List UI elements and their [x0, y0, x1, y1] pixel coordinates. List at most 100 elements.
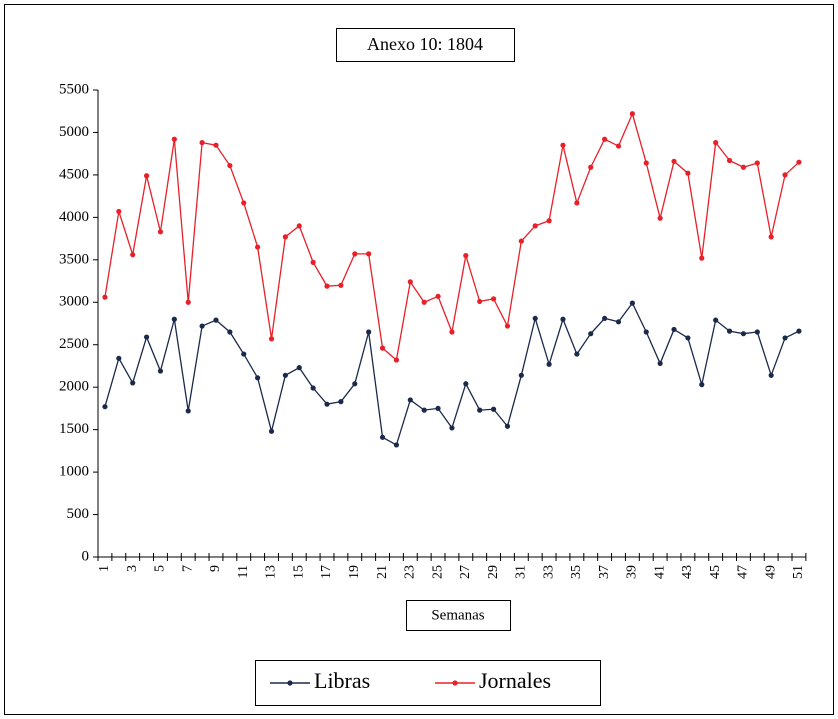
point [421, 299, 427, 305]
x-tick-label: 17 [319, 565, 334, 579]
point [241, 351, 247, 357]
point [102, 294, 108, 300]
chart-border [4, 4, 834, 715]
x-tick-label: 51 [791, 565, 806, 579]
x-tick-label: 19 [347, 565, 362, 579]
point [796, 328, 802, 334]
point [241, 200, 247, 206]
point [490, 406, 497, 412]
point [352, 381, 358, 387]
point [518, 372, 524, 378]
x-tick-label: 45 [708, 565, 723, 579]
point [185, 408, 191, 414]
y-tick-label: 5500 [59, 81, 89, 97]
point [171, 136, 177, 142]
point [379, 345, 386, 351]
point [782, 172, 788, 178]
point [435, 405, 441, 412]
x-tick-label: 43 [680, 565, 695, 579]
point [324, 283, 330, 289]
point [171, 316, 177, 322]
x-axis-label: Semanas [431, 607, 484, 623]
point [296, 365, 302, 371]
point [574, 351, 580, 357]
point [602, 315, 608, 322]
point [685, 335, 691, 341]
point [685, 170, 691, 176]
point [754, 160, 760, 166]
x-tick-label: 33 [541, 565, 556, 579]
point [477, 298, 483, 305]
point [754, 329, 760, 335]
y-tick-label: 0 [82, 548, 90, 564]
point [449, 425, 455, 431]
point [310, 259, 316, 265]
x-tick-label: 13 [264, 565, 279, 579]
point [532, 223, 538, 229]
point [296, 223, 302, 229]
point [379, 434, 386, 440]
y-tick-label: 2500 [59, 336, 89, 352]
point [227, 162, 233, 169]
x-tick-label: 5 [153, 565, 168, 572]
point [643, 160, 649, 166]
y-tick-label: 4000 [59, 209, 89, 225]
y-tick-label: 3500 [59, 251, 89, 267]
point [629, 300, 635, 306]
point [143, 334, 150, 340]
point [157, 368, 164, 374]
legend-label: Libras [314, 668, 370, 693]
x-tick-label: 49 [763, 565, 778, 579]
point [671, 158, 677, 164]
y-tick-label: 3000 [59, 294, 89, 310]
point [213, 142, 219, 148]
legend-marker [452, 680, 458, 686]
x-tick-label: 35 [569, 565, 584, 579]
point [185, 299, 191, 305]
point [560, 142, 566, 148]
point [602, 136, 608, 142]
point [407, 397, 413, 403]
x-tick-label: 7 [180, 565, 195, 572]
xlabel-box [406, 600, 511, 631]
point [657, 215, 663, 221]
point [588, 331, 594, 337]
point [199, 140, 205, 146]
x-tick-label: 47 [736, 565, 751, 579]
y-tick-label: 4500 [59, 166, 89, 182]
point [740, 164, 747, 170]
point [713, 140, 719, 146]
point [726, 328, 733, 334]
point [213, 317, 219, 323]
point [407, 279, 413, 285]
x-tick-label: 23 [403, 565, 418, 579]
point [588, 164, 594, 170]
x-tick-label: 37 [597, 565, 612, 579]
point [282, 372, 288, 378]
x-tick-label: 11 [236, 565, 251, 578]
x-tick-label: 41 [652, 565, 667, 579]
point [671, 326, 677, 333]
point [463, 381, 469, 387]
point [699, 255, 705, 261]
point [282, 234, 288, 240]
point [768, 372, 774, 378]
y-tick-label: 2000 [59, 379, 89, 395]
x-tick-label: 31 [514, 565, 529, 579]
x-tick-label: 39 [625, 565, 640, 579]
point [157, 229, 164, 235]
point [268, 336, 275, 342]
point [199, 323, 205, 329]
point [532, 315, 538, 322]
point [615, 319, 622, 325]
title-box [336, 28, 515, 62]
y-tick-label: 500 [67, 506, 90, 522]
point [227, 329, 233, 335]
x-tick-label: 1 [97, 565, 112, 572]
point [435, 293, 441, 299]
point [546, 361, 552, 367]
point [366, 251, 372, 257]
point [504, 423, 511, 429]
point [643, 329, 649, 335]
